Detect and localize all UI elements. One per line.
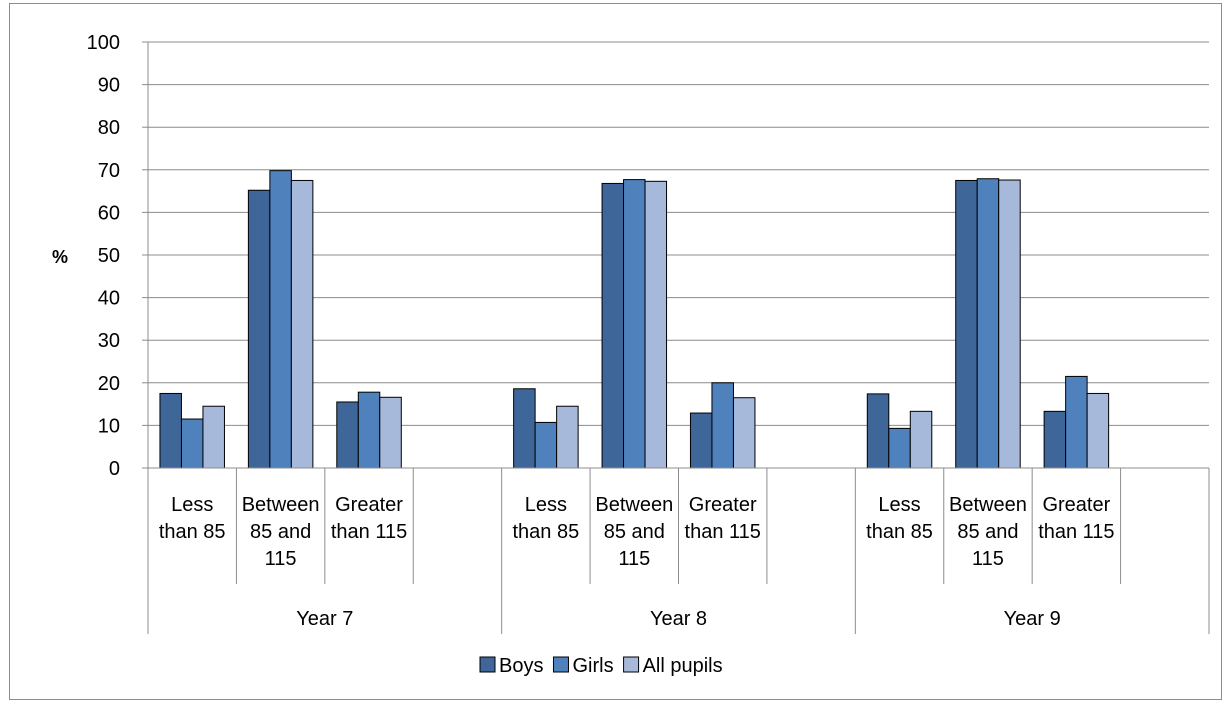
axes xyxy=(147,42,1210,634)
y-axis-label: % xyxy=(52,247,68,267)
group-label: Year 7 xyxy=(296,608,353,630)
y-tick-label: 40 xyxy=(98,288,120,310)
group-labels: Year 7 Year 8 Year 9 xyxy=(296,608,1060,630)
bar-all-pupils xyxy=(644,180,668,469)
legend-label: Boys xyxy=(499,655,543,677)
bar-boys xyxy=(866,393,890,469)
bar-girls xyxy=(711,382,734,469)
bar-boys xyxy=(247,189,271,469)
legend-swatch xyxy=(479,656,496,673)
bars xyxy=(159,170,1110,469)
bar-all-pupils xyxy=(290,179,314,469)
bar-boys xyxy=(601,182,625,469)
bar-all-pupils xyxy=(732,397,756,469)
category-labels: Less than 85 Between 85 and 115 Greater than 1… xyxy=(159,494,1115,570)
category-label: Greater xyxy=(335,494,403,516)
bar-boys xyxy=(336,401,359,469)
bar-all-pupils xyxy=(1086,392,1110,469)
y-tick-label: 90 xyxy=(98,75,120,97)
bar-boys xyxy=(159,392,182,469)
y-tick-label: 30 xyxy=(98,330,120,352)
category-label: Less xyxy=(171,494,213,516)
category-label: Between xyxy=(949,494,1027,516)
legend-swatch xyxy=(552,656,569,673)
bar-girls xyxy=(623,179,646,469)
category-label: Greater xyxy=(1042,494,1110,516)
category-label: 115 xyxy=(618,548,650,570)
category-label: Between xyxy=(595,494,673,516)
y-tick-label: 60 xyxy=(98,202,120,224)
y-tick-label: 50 xyxy=(98,245,120,267)
group-label: Year 9 xyxy=(1004,608,1061,630)
category-label: 115 xyxy=(265,548,297,570)
bar-girls xyxy=(1065,375,1088,469)
legend: Boys Girls All pupils xyxy=(479,655,723,677)
legend-label: Girls xyxy=(572,655,613,677)
category-label: Less xyxy=(525,494,567,516)
y-axis-ticks: 0 10 20 30 40 50 60 70 80 90 100 xyxy=(87,32,148,480)
category-label: than 115 xyxy=(1038,521,1114,543)
y-tick-label: 20 xyxy=(98,373,120,395)
bar-all-pupils xyxy=(202,405,225,469)
bar-girls xyxy=(269,170,292,469)
y-tick-label: 100 xyxy=(87,32,120,54)
y-tick-label: 80 xyxy=(98,117,120,139)
category-label: 85 and xyxy=(604,521,665,543)
category-label: Between xyxy=(242,494,320,516)
bar-boys xyxy=(955,179,978,469)
y-tick-label: 10 xyxy=(98,415,120,437)
category-label: Greater xyxy=(689,494,757,516)
y-tick-label: 70 xyxy=(98,160,120,182)
bar-girls xyxy=(976,178,1000,469)
bar-girls xyxy=(357,391,381,469)
bar-boys xyxy=(513,388,536,469)
category-label: than 115 xyxy=(331,521,407,543)
bar-all-pupils xyxy=(909,410,933,469)
category-label: than 85 xyxy=(513,521,580,543)
bar-all-pupils xyxy=(379,396,402,469)
group-label: Year 8 xyxy=(650,608,707,630)
legend-label: All pupils xyxy=(643,655,723,677)
bar-all-pupils xyxy=(998,179,1021,469)
bar-boys xyxy=(689,412,713,469)
bar-girls xyxy=(888,427,911,469)
legend-swatch xyxy=(623,656,640,673)
y-tick-label: 0 xyxy=(109,458,120,480)
bar-all-pupils xyxy=(556,405,579,469)
category-label: 85 and xyxy=(250,521,311,543)
category-label: than 85 xyxy=(159,521,226,543)
bar-girls xyxy=(534,421,558,469)
category-label: than 85 xyxy=(866,521,933,543)
category-label: 115 xyxy=(972,548,1004,570)
category-label: than 115 xyxy=(685,521,761,543)
category-label: 85 and xyxy=(957,521,1018,543)
bar-boys xyxy=(1043,410,1067,469)
category-label: Less xyxy=(878,494,920,516)
bar-girls xyxy=(180,418,204,469)
